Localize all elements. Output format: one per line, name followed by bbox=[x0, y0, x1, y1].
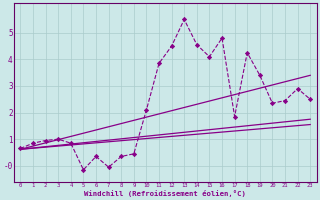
X-axis label: Windchill (Refroidissement éolien,°C): Windchill (Refroidissement éolien,°C) bbox=[84, 190, 246, 197]
